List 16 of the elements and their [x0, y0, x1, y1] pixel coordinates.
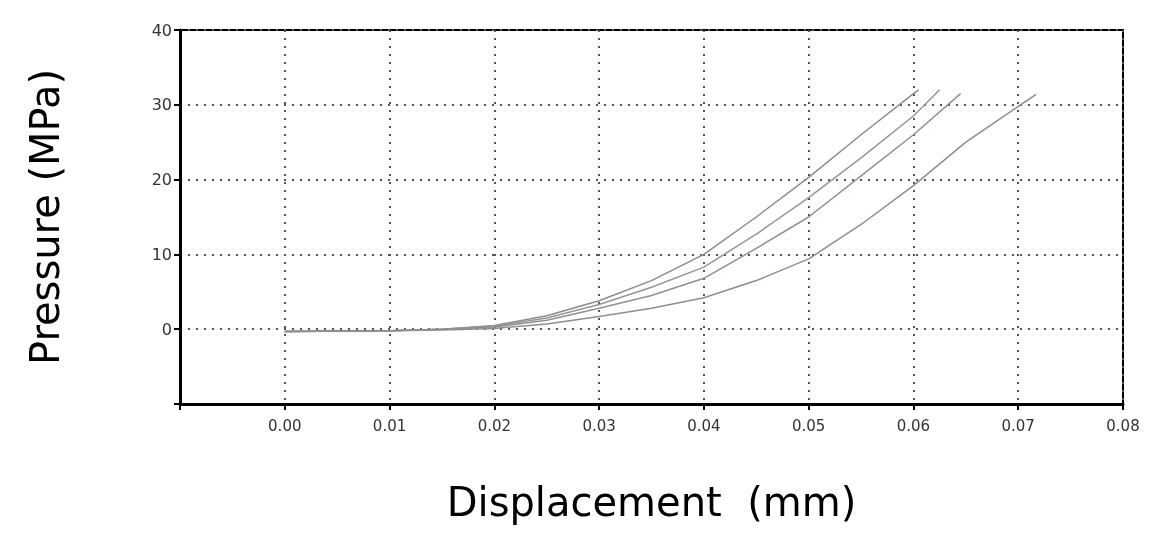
x-tick-label: 0.04 — [687, 416, 721, 435]
x-tick-label: 0.00 — [268, 416, 302, 435]
x-axis-title: Displacement (mm) — [446, 479, 857, 525]
x-tick-label: 0.02 — [477, 416, 512, 435]
x-tick-label: 0.01 — [372, 416, 407, 435]
x-tick-label: 0.06 — [896, 416, 931, 435]
y-axis-title: Pressure (MPa) — [22, 68, 68, 366]
x-tick-label: 0.05 — [791, 416, 826, 435]
y-tick-label: 40 — [151, 20, 172, 40]
y-tick-label: 20 — [151, 170, 172, 190]
y-tick-label: 0 — [161, 319, 172, 339]
x-tick-label: 0.08 — [1106, 416, 1140, 435]
x-tick-label: 0.07 — [1001, 416, 1035, 435]
y-tick-label: 10 — [151, 244, 172, 264]
x-tick-label: 0.03 — [582, 416, 616, 435]
y-tick-label: 30 — [151, 95, 172, 115]
